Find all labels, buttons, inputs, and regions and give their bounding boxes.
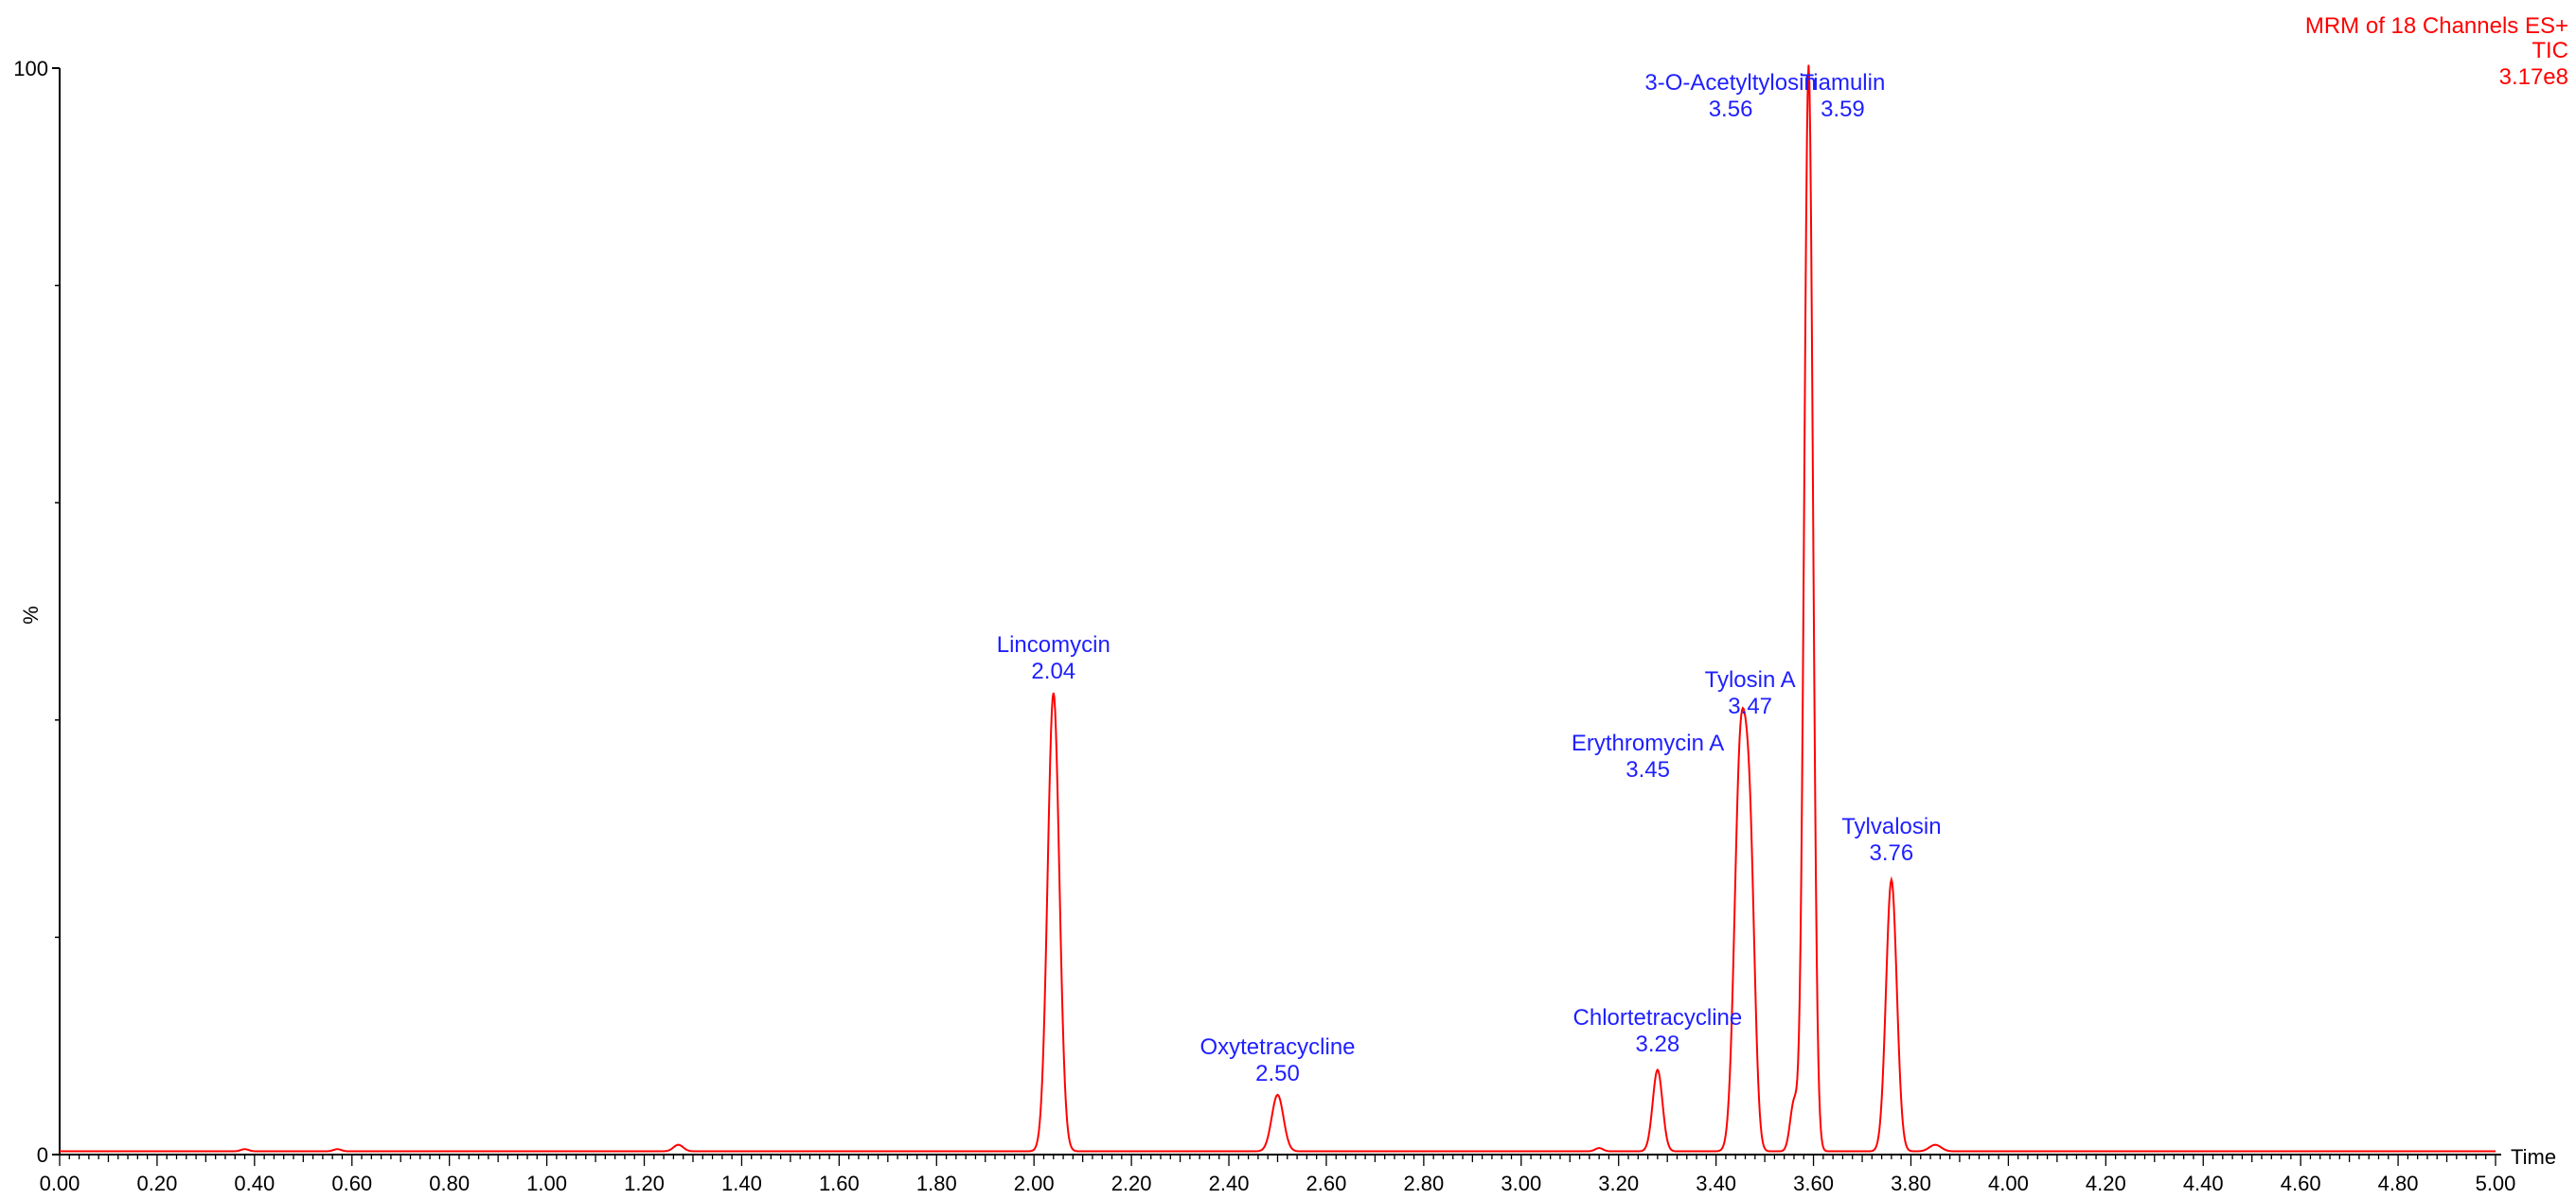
peak-name-label: Chlortetracycline [1573, 1005, 1743, 1031]
peak-rt-label: 3.45 [1626, 757, 1670, 783]
x-tick-label: 0.40 [234, 1172, 275, 1195]
x-tick-label: 1.80 [916, 1172, 957, 1195]
x-tick-label: 4.80 [2378, 1172, 2419, 1195]
x-tick-label: 3.40 [1696, 1172, 1736, 1195]
x-tick-label: 1.60 [819, 1172, 860, 1195]
y-axis-ticks: 0 100 [13, 57, 60, 1167]
y-axis-title: % [19, 606, 43, 625]
x-tick-label: 2.40 [1209, 1172, 1250, 1195]
peak-rt-label: 3.59 [1821, 97, 1865, 122]
y-tick-label: 0 [37, 1143, 48, 1167]
x-tick-label: 3.80 [1891, 1172, 1931, 1195]
peak-name-label: Oxytetracycline [1199, 1034, 1355, 1060]
x-tick-label: 2.00 [1014, 1172, 1055, 1195]
x-tick-label: 2.20 [1111, 1172, 1152, 1195]
tic-trace [60, 64, 2496, 1153]
axes [59, 68, 2501, 1156]
peak-rt-label: 3.47 [1728, 694, 1772, 719]
x-axis-title: Time [2511, 1145, 2556, 1169]
x-tick-label: 4.00 [1988, 1172, 2029, 1195]
tic-trace-line [60, 64, 2496, 1153]
peak-name-label: Lincomycin [997, 632, 1110, 658]
x-tick-label: 0.20 [137, 1172, 178, 1195]
x-tick-label: 3.00 [1501, 1172, 1541, 1195]
peak-rt-label: 2.50 [1255, 1061, 1300, 1086]
y-tick-label: 100 [13, 57, 48, 80]
x-tick-label: 0.00 [40, 1172, 80, 1195]
peak-rt-label: 2.04 [1031, 659, 1075, 684]
peak-rt-label: 3.28 [1636, 1032, 1680, 1057]
x-tick-label: 3.60 [1793, 1172, 1834, 1195]
x-tick-label: 0.80 [429, 1172, 470, 1195]
peak-rt-label: 3.56 [1709, 97, 1753, 122]
x-axis-ticks: 0.00 0.20 0.40 0.60 0.80 1.00 1.20 1.40 1.60 1.80… [40, 1155, 2516, 1195]
info-channels: MRM of 18 Channels ES+ [2305, 13, 2568, 39]
peak-name-label: Tylosin A [1705, 667, 1796, 693]
peak-name-label: Tiamulin [1801, 70, 1886, 96]
info-tic: TIC [2532, 38, 2568, 63]
x-tick-label: 1.40 [721, 1172, 762, 1195]
x-tick-label: 1.20 [624, 1172, 665, 1195]
peak-name-label: 3-O-Acetyltylosin [1644, 70, 1816, 96]
x-tick-label: 3.20 [1598, 1172, 1639, 1195]
x-tick-label: 4.60 [2281, 1172, 2321, 1195]
peak-name-label: Tylvalosin [1841, 814, 1941, 839]
x-tick-label: 1.00 [526, 1172, 567, 1195]
info-intensity: 3.17e8 [2499, 64, 2568, 90]
x-tick-label: 2.60 [1306, 1172, 1347, 1195]
peak-rt-label: 3.76 [1870, 840, 1914, 866]
x-tick-label: 5.00 [2476, 1172, 2516, 1195]
x-tick-label: 2.80 [1403, 1172, 1444, 1195]
x-tick-label: 4.40 [2183, 1172, 2224, 1195]
peak-name-label: Erythromycin A [1572, 731, 1724, 756]
x-tick-label: 4.20 [2086, 1172, 2126, 1195]
x-tick-label: 0.60 [331, 1172, 372, 1195]
